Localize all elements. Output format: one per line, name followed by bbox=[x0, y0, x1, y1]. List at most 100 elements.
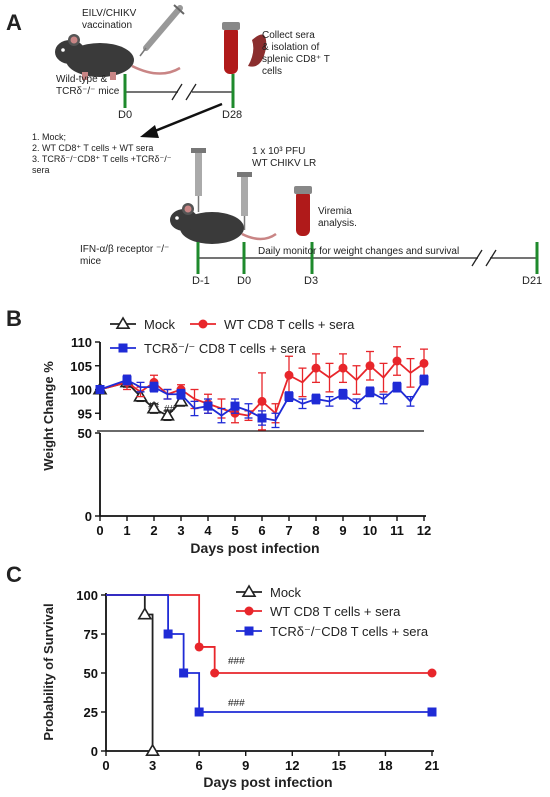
x-tick-label: 0 bbox=[96, 523, 103, 538]
b-xlabel: Days post infection bbox=[190, 540, 319, 556]
b-legend: Mock WT CD8 T cells + sera TCRδ⁻/⁻ CD8 T c… bbox=[110, 316, 355, 356]
legend-label: TCRδ⁻/⁻CD8 T cells + sera bbox=[270, 624, 429, 639]
group-1: 1. Mock; bbox=[32, 132, 66, 142]
collect-label-3: splenic CD8⁺ T bbox=[262, 54, 330, 65]
data-point bbox=[284, 392, 294, 402]
x-tick-label: 12 bbox=[285, 758, 299, 773]
data-point bbox=[419, 375, 429, 385]
legend-label: Mock bbox=[270, 585, 302, 600]
mouse-icon bbox=[55, 34, 181, 80]
c-legend: Mock WT CD8 T cells + sera TCRδ⁻/⁻CD8 T ce… bbox=[236, 584, 429, 639]
x-tick-label: 2 bbox=[150, 523, 157, 538]
y-tick-label: 105 bbox=[70, 359, 92, 374]
data-point bbox=[122, 375, 132, 385]
timeline-top bbox=[123, 74, 235, 108]
spleen-icon bbox=[248, 34, 267, 67]
data-point bbox=[163, 629, 173, 639]
x-tick-label: 18 bbox=[378, 758, 392, 773]
data-point bbox=[257, 396, 267, 406]
tl-d0: D0 bbox=[237, 275, 251, 287]
x-tick-label: 5 bbox=[231, 523, 238, 538]
mice-bottom-label-1: IFN-α/β receptor ⁻/⁻ bbox=[80, 244, 169, 255]
challenge-label-1: 1 x 10³ PFU bbox=[252, 146, 305, 157]
data-point bbox=[311, 363, 321, 373]
panel-b: B Weight Change % Days post infection ##… bbox=[6, 306, 431, 556]
mouse-icon bbox=[170, 203, 277, 244]
tl-top-d28: D28 bbox=[222, 109, 242, 121]
tl-d21: D21 bbox=[522, 275, 542, 287]
data-point bbox=[160, 408, 175, 421]
mice-bottom-label-2: mice bbox=[80, 256, 102, 267]
panel-a-letter: A bbox=[6, 10, 22, 35]
y-tick-label: 50 bbox=[78, 426, 92, 441]
legend-label: WT CD8 T cells + sera bbox=[224, 317, 355, 332]
group-3: 3. TCRδ⁻/⁻CD8⁺ T cells +TCRδ⁻/⁻ bbox=[32, 154, 172, 164]
c-series bbox=[106, 594, 437, 757]
y-tick-label: 25 bbox=[84, 705, 98, 720]
b-series bbox=[92, 346, 429, 431]
series-2 bbox=[95, 374, 429, 429]
legend-marker bbox=[241, 584, 257, 598]
tl-d3: D3 bbox=[304, 275, 318, 287]
legend-marker bbox=[198, 319, 208, 329]
x-tick-label: 7 bbox=[285, 523, 292, 538]
panel-c-letter: C bbox=[6, 562, 22, 587]
data-point bbox=[146, 400, 162, 414]
y-tick-label: 95 bbox=[78, 406, 92, 421]
x-tick-label: 6 bbox=[196, 758, 203, 773]
arrow-icon bbox=[140, 102, 223, 138]
x-tick-label: 8 bbox=[312, 523, 319, 538]
x-tick-label: 9 bbox=[242, 758, 249, 773]
y-tick-label: 0 bbox=[85, 509, 92, 524]
viremia-label-1: Viremia bbox=[318, 206, 352, 217]
legend-marker bbox=[244, 606, 254, 616]
y-tick-label: 100 bbox=[70, 383, 92, 398]
data-point bbox=[365, 361, 375, 371]
challenge-label-2: WT CHIKV LR bbox=[252, 158, 316, 169]
collect-label-2: & isolation of bbox=[262, 42, 319, 53]
c-axes: 0 3 6 9 12 15 18 21 0 25 50 75 100 bbox=[76, 588, 439, 773]
collect-label-4: cells bbox=[262, 66, 282, 77]
x-tick-label: 10 bbox=[363, 523, 377, 538]
data-point bbox=[419, 358, 429, 368]
tl-d-1: D-1 bbox=[192, 275, 210, 287]
data-point bbox=[311, 394, 321, 404]
panel-a: A EILV/CHIKV vaccination Collect sera bbox=[6, 4, 542, 287]
y-tick-label: 100 bbox=[76, 588, 98, 603]
y-tick-label: 0 bbox=[91, 744, 98, 759]
mice-top-label-1: Wild-type & bbox=[56, 74, 107, 85]
data-point bbox=[173, 393, 189, 407]
syringe-icon bbox=[139, 4, 185, 57]
blood-tube-icon bbox=[222, 22, 240, 74]
monitor-label: Daily monitor for weight changes and sur… bbox=[258, 246, 459, 257]
timeline-bottom bbox=[196, 242, 539, 274]
x-tick-label: 21 bbox=[425, 758, 439, 773]
b-annotation-2: ## bbox=[164, 404, 176, 415]
legend-label: WT CD8 T cells + sera bbox=[270, 604, 401, 619]
data-point bbox=[427, 668, 437, 678]
x-tick-label: 9 bbox=[339, 523, 346, 538]
blood-tube-icon bbox=[294, 186, 312, 236]
data-point bbox=[365, 387, 375, 397]
series-2 bbox=[106, 594, 437, 717]
data-point bbox=[257, 413, 267, 423]
series-0 bbox=[106, 594, 160, 757]
x-tick-label: 4 bbox=[204, 523, 212, 538]
legend-label: Mock bbox=[144, 317, 176, 332]
x-tick-label: 15 bbox=[332, 758, 346, 773]
b-ylabel: Weight Change % bbox=[41, 361, 56, 471]
tl-top-d0: D0 bbox=[118, 109, 132, 121]
y-tick-label: 75 bbox=[84, 627, 98, 642]
data-point bbox=[194, 707, 204, 717]
legend-marker bbox=[118, 343, 128, 353]
mice-top-label-2: TCRδ⁻/⁻ mice bbox=[56, 86, 120, 97]
panel-b-letter: B bbox=[6, 306, 22, 331]
viremia-label-2: analysis. bbox=[318, 218, 357, 229]
legend-marker bbox=[115, 316, 131, 330]
data-point bbox=[338, 363, 348, 373]
c-xlabel: Days post infection bbox=[203, 774, 332, 790]
data-point bbox=[338, 389, 348, 399]
y-tick-label: 110 bbox=[71, 335, 92, 350]
